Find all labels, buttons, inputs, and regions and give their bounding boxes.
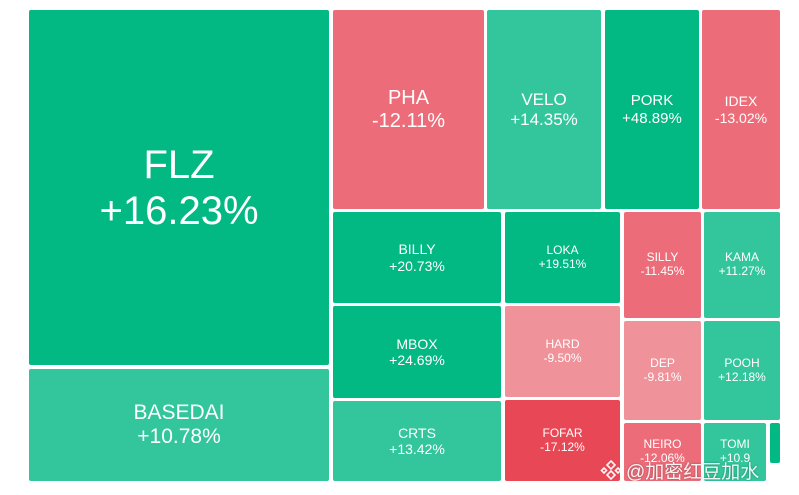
tile-change: +14.35% (510, 109, 578, 129)
tile-tomi[interactable]: TOMI +10.9 (704, 423, 766, 481)
binance-diamond-icon (600, 459, 622, 481)
tile-change: +20.73% (389, 257, 445, 274)
tile-symbol: NEIRO (643, 437, 682, 452)
tile-crts[interactable]: CRTS +13.42% (333, 401, 501, 481)
tile-symbol: IDEX (724, 93, 758, 110)
tile-symbol: KAMA (724, 250, 759, 265)
tile-velo[interactable]: VELO +14.35% (487, 10, 601, 209)
watermark-text: @加密红豆加水 (626, 461, 760, 483)
tile-symbol: VELO (521, 89, 567, 109)
tile-small-18[interactable] (770, 423, 780, 463)
tile-fofar[interactable]: FOFAR -17.12% (505, 400, 620, 481)
tile-symbol: HARD (545, 336, 580, 351)
tile-change: +16.23% (99, 188, 259, 233)
tile-pha[interactable]: PHA -12.11% (333, 10, 484, 209)
watermark: @加密红豆加水 (600, 456, 759, 484)
tile-silly[interactable]: SILLY -11.45% (624, 212, 701, 318)
tile-neiro[interactable]: NEIRO -12.06% (624, 423, 701, 481)
tile-hard[interactable]: HARD -9.50% (505, 306, 620, 397)
tile-pooh[interactable]: POOH +12.18% (704, 321, 780, 420)
tile-change: +48.89% (622, 109, 682, 127)
tile-flz[interactable]: FLZ +16.23% (29, 10, 329, 365)
tile-change: -13.02% (714, 109, 768, 126)
tile-symbol: PHA (387, 86, 430, 109)
tile-change: +19.51% (538, 256, 587, 271)
tile-basedai[interactable]: BASEDAI +10.78% (29, 369, 329, 481)
tile-symbol: DEP (650, 355, 675, 370)
tile-symbol: BASEDAI (133, 400, 225, 424)
tile-symbol: FLZ (143, 142, 215, 187)
tile-mbox[interactable]: MBOX +24.69% (333, 306, 501, 398)
tile-kama[interactable]: KAMA +11.27% (704, 212, 780, 318)
tile-symbol: FOFAR (542, 425, 583, 440)
tile-symbol: PORK (630, 92, 674, 110)
tile-change: -12.11% (371, 109, 445, 132)
tile-change: -17.12% (540, 439, 585, 454)
tile-symbol: CRTS (398, 424, 436, 441)
tile-change: +10.78% (137, 425, 221, 448)
tile-change: -9.50% (543, 350, 582, 365)
tile-loka[interactable]: LOKA +19.51% (505, 212, 620, 303)
tile-change: +10.9 (719, 451, 751, 465)
tile-billy[interactable]: BILLY +20.73% (333, 212, 501, 303)
tile-change: -12.06% (640, 451, 685, 465)
tile-symbol: SILLY (646, 250, 679, 265)
tile-dep[interactable]: DEP -9.81% (624, 321, 701, 420)
tile-symbol: BILLY (398, 241, 436, 258)
tile-change: +13.42% (389, 441, 445, 457)
tile-change: -11.45% (640, 264, 685, 278)
tile-pork[interactable]: PORK +48.89% (605, 10, 699, 209)
tile-symbol: POOH (724, 355, 760, 370)
tile-symbol: MBOX (396, 335, 438, 352)
tile-symbol: TOMI (720, 437, 750, 452)
tile-change: +12.18% (718, 369, 766, 384)
tile-idex[interactable]: IDEX -13.02% (702, 10, 780, 209)
tile-change: +11.27% (718, 264, 766, 278)
tile-change: +24.69% (389, 352, 445, 368)
tile-change: -9.81% (643, 369, 682, 384)
tile-symbol: LOKA (546, 242, 579, 257)
